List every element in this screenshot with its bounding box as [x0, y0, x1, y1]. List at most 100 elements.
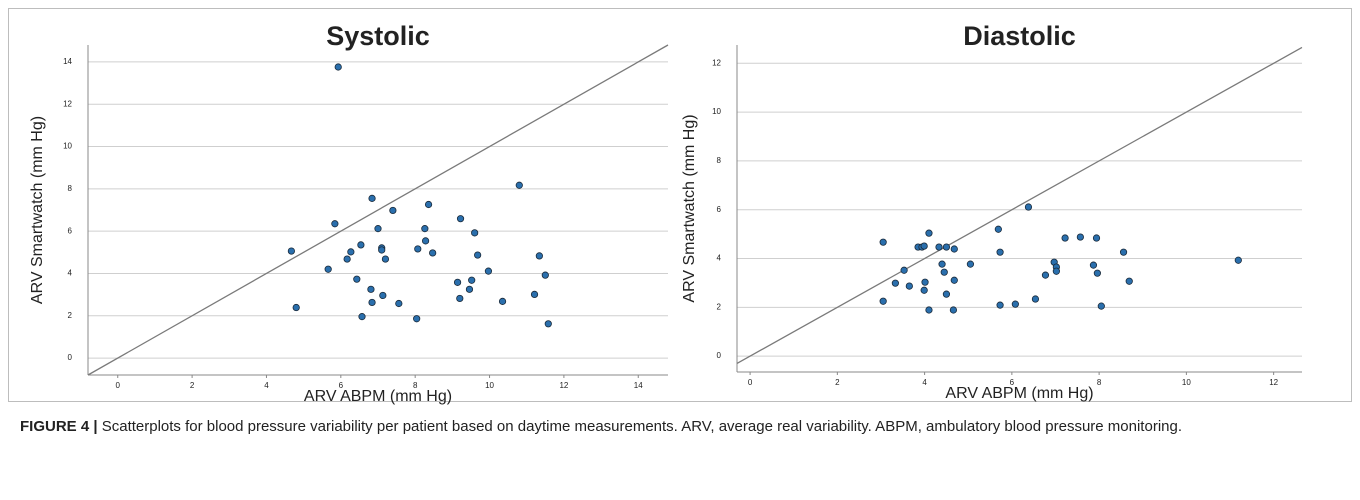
y-tick-label: 4 — [68, 269, 73, 278]
data-point — [414, 245, 422, 253]
y-tick-label: 12 — [63, 99, 72, 108]
data-point — [374, 225, 382, 233]
data-point — [1092, 234, 1101, 242]
chart-title: Systolic — [326, 21, 430, 51]
y-tick-label: 10 — [63, 142, 72, 151]
y-tick-label: 2 — [717, 302, 722, 311]
data-point — [421, 237, 430, 245]
data-point — [891, 279, 899, 287]
data-point — [920, 286, 928, 294]
data-point — [1011, 300, 1019, 308]
x-tick-label: 8 — [1097, 378, 1102, 387]
x-axis-label: ARV ABPM (mm Hg) — [304, 388, 452, 405]
data-point — [465, 285, 474, 293]
y-tick-label: 4 — [717, 254, 722, 263]
data-point — [1041, 271, 1050, 279]
data-point — [453, 278, 462, 286]
data-point — [1125, 277, 1133, 285]
data-point — [938, 260, 946, 268]
data-point — [292, 303, 300, 312]
identity-line — [87, 44, 669, 376]
y-tick-label: 8 — [68, 184, 73, 193]
data-point — [368, 194, 376, 202]
data-point — [468, 276, 476, 284]
data-point — [395, 299, 403, 308]
data-point — [429, 249, 437, 257]
data-point — [879, 238, 887, 246]
data-point — [530, 290, 539, 299]
figure-frame — [8, 8, 1352, 402]
x-tick-label: 2 — [835, 378, 840, 387]
chart: 0 2 4 6 8 10 12 14 0 2 4 6 8 10 12 14 Systolic ARV ABPM (… — [29, 21, 1303, 405]
data-point — [353, 275, 361, 283]
y-tick-label: 0 — [68, 353, 73, 362]
data-point — [357, 241, 365, 249]
x-tick-label: 10 — [485, 381, 494, 390]
data-point — [471, 229, 479, 237]
data-point — [324, 265, 332, 273]
x-tick-label: 8 — [413, 381, 418, 390]
y-tick-label: 6 — [717, 205, 722, 214]
data-point — [1097, 302, 1105, 310]
data-point — [331, 220, 339, 228]
x-tick-label: 4 — [264, 381, 269, 390]
x-tick-label: 4 — [922, 378, 927, 387]
data-point — [368, 298, 376, 307]
data-point — [424, 200, 433, 209]
identity-line — [736, 46, 1303, 365]
data-point — [966, 260, 975, 268]
data-point — [920, 242, 928, 250]
data-point — [389, 206, 397, 215]
x-axis-label: ARV ABPM (mm Hg) — [945, 385, 1093, 402]
caption: FIGURE 4 | Scatterplots for blood pressu… — [20, 416, 1340, 438]
x-tick-label: 6 — [1010, 378, 1015, 387]
x-tick-label: 10 — [1182, 378, 1191, 387]
data-point — [950, 245, 958, 253]
data-point — [515, 181, 523, 189]
data-point — [358, 313, 366, 321]
data-point — [1031, 295, 1040, 303]
data-point — [950, 276, 958, 284]
data-point — [456, 215, 465, 223]
data-point — [498, 297, 507, 305]
data-point — [381, 255, 390, 263]
data-point — [413, 315, 421, 323]
data-point — [1061, 234, 1069, 242]
y-tick-label: 6 — [68, 226, 73, 235]
x-tick-label: 14 — [634, 381, 643, 390]
data-point — [347, 248, 355, 256]
data-point — [925, 306, 933, 314]
data-point — [287, 247, 295, 255]
data-point — [474, 251, 482, 259]
y-tick-label: 12 — [712, 58, 721, 67]
data-point — [535, 252, 543, 260]
data-point — [942, 243, 951, 251]
x-tick-label: 0 — [748, 378, 753, 387]
x-tick-label: 12 — [559, 381, 568, 390]
data-point — [421, 225, 429, 233]
data-point — [994, 225, 1002, 233]
data-point — [456, 294, 464, 303]
data-point — [905, 282, 913, 290]
y-axis-label: ARV Smartwatch (mm Hg) — [29, 116, 46, 304]
data-point — [379, 291, 387, 300]
data-point — [921, 278, 929, 286]
data-point — [1093, 269, 1101, 277]
x-tick-label: 2 — [190, 381, 195, 390]
y-tick-label: 14 — [63, 57, 72, 66]
data-point — [1024, 203, 1033, 211]
data-point — [343, 255, 351, 263]
y-tick-label: 0 — [717, 351, 722, 360]
data-point — [949, 306, 958, 314]
y-tick-label: 10 — [712, 107, 721, 116]
data-point — [996, 248, 1004, 256]
data-point — [900, 266, 908, 274]
data-point — [940, 268, 948, 276]
data-point — [378, 246, 386, 254]
data-point — [935, 243, 943, 251]
data-point — [1234, 256, 1242, 264]
y-axis-label: ARV Smartwatch (mm Hg) — [681, 114, 698, 302]
caption-label: FIGURE 4 | — [20, 418, 98, 435]
data-point — [879, 297, 887, 305]
